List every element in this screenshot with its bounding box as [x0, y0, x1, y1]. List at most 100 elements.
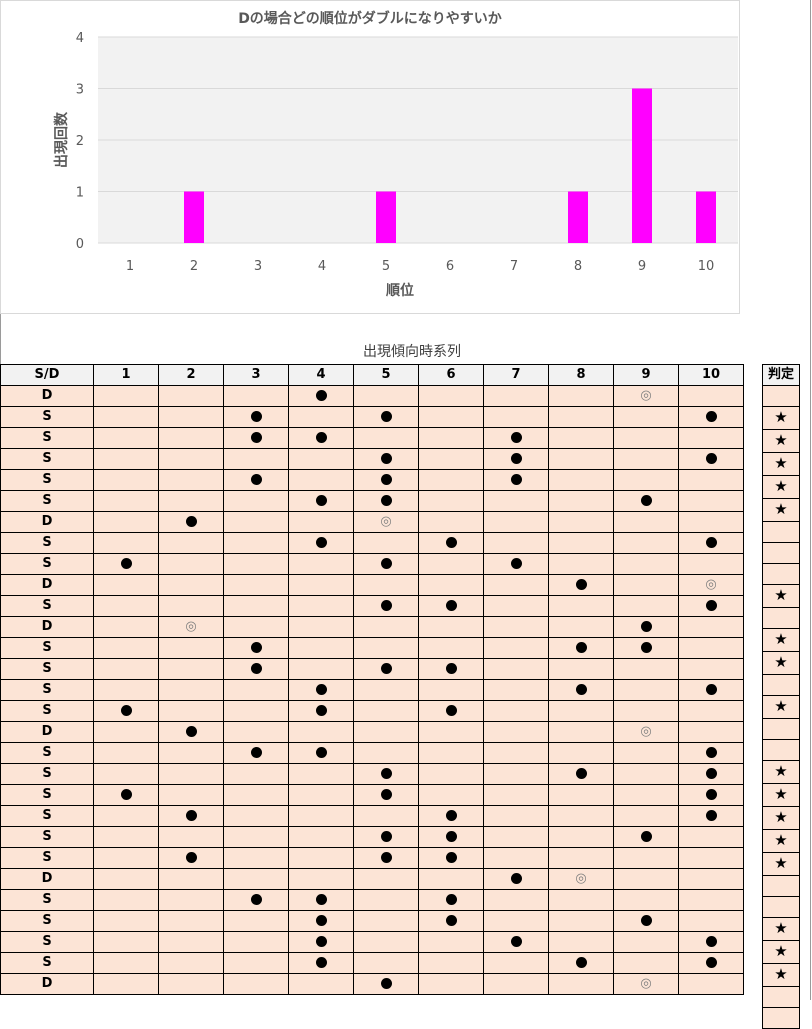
dot-mark: [250, 432, 262, 443]
rank-cell: [288, 826, 354, 848]
bar: [376, 191, 396, 243]
judge-cell: [762, 875, 800, 897]
rank-cell: [93, 679, 159, 701]
dot-mark: [640, 915, 652, 926]
rank-cell: [613, 742, 679, 764]
dot-mark: [445, 915, 457, 926]
rank-cell: [678, 427, 744, 449]
table-row: S: [0, 553, 744, 575]
sd-cell: S: [0, 553, 94, 575]
sd-cell: S: [0, 658, 94, 680]
rank-cell: [93, 658, 159, 680]
dot-mark: [705, 789, 717, 800]
rank-cell: [158, 658, 224, 680]
rank-cell: [483, 637, 549, 659]
rank-cell: [158, 763, 224, 785]
rank-cell: [353, 847, 419, 869]
rank-cell: [223, 532, 289, 554]
rank-cell: [678, 553, 744, 575]
rank-cell: [288, 952, 354, 974]
dot-mark: [445, 852, 457, 863]
judge-row: ★: [762, 584, 800, 608]
rank-cell: [353, 868, 419, 890]
judge-row: ★: [762, 806, 800, 830]
rank-cell: [158, 679, 224, 701]
judge-row: [762, 542, 800, 564]
judge-row: ★: [762, 628, 800, 652]
rank-cell: [613, 406, 679, 428]
rank-cell: [93, 637, 159, 659]
rank-cell: [353, 595, 419, 617]
rank-cell: [548, 595, 614, 617]
rank-cell: [548, 973, 614, 995]
rank-cell: [678, 679, 744, 701]
judge-row: [762, 1007, 800, 1029]
rank-cell: [93, 511, 159, 533]
judge-row: ★: [762, 452, 800, 476]
rank-cell: [288, 763, 354, 785]
rank-cell: [288, 889, 354, 911]
rank-cell: [93, 406, 159, 428]
star-mark: ★: [774, 586, 788, 604]
rank-cell: [483, 700, 549, 722]
rank-cell: [548, 448, 614, 470]
rank-cell: [613, 595, 679, 617]
dot-mark: [380, 831, 392, 842]
judge-cell: [762, 542, 800, 564]
rank-cell: [223, 700, 289, 722]
rank-cell: ◎: [613, 973, 679, 995]
table-row: S: [0, 700, 744, 722]
rank-cell: [548, 784, 614, 806]
rank-cell: [548, 931, 614, 953]
table-row: S: [0, 763, 744, 785]
rank-cell: [353, 889, 419, 911]
x-tick-label: 4: [318, 259, 326, 274]
judge-cell: ★: [762, 806, 800, 830]
rank-cell: [288, 637, 354, 659]
rank-cell: [93, 427, 159, 449]
rank-cell: [158, 952, 224, 974]
rank-cell: [223, 679, 289, 701]
dot-mark: [315, 957, 327, 968]
judge-cell: ★: [762, 498, 800, 522]
table-row: S: [0, 469, 744, 491]
appearance-table: S/D 1 2 3 4 5 6 7 8 9 10 D ◎ S S S S S D ◎ S S D ◎ S D ◎ S S S S D ◎ S S S…: [0, 364, 744, 995]
rank-cell: [223, 868, 289, 890]
judge-row: [762, 875, 800, 897]
rank-cell: [613, 532, 679, 554]
judge-cell: ★: [762, 628, 800, 652]
rank-cell: [483, 574, 549, 596]
rank-cell: [418, 952, 484, 974]
rank-cell: [548, 469, 614, 491]
rank-cell: [548, 700, 614, 722]
rank-cell: [353, 406, 419, 428]
dot-mark: [315, 390, 327, 401]
rank-cell: [483, 805, 549, 827]
judge-cell: ★: [762, 829, 800, 853]
judge-row: [762, 385, 800, 407]
rank-cell: [418, 616, 484, 638]
rank-cell: [418, 931, 484, 953]
rank-cell: [93, 385, 159, 407]
sd-cell: S: [0, 931, 94, 953]
table-row: D ◎: [0, 721, 744, 743]
rank-cell: [93, 469, 159, 491]
judge-cell: [762, 607, 800, 629]
rank-cell: [548, 721, 614, 743]
rank-cell: [613, 931, 679, 953]
dot-mark: [315, 936, 327, 947]
rank-cell: [678, 700, 744, 722]
dot-mark: [315, 495, 327, 506]
rank-cell: [548, 952, 614, 974]
rank-header-5: 5: [353, 364, 419, 386]
rank-cell: [353, 658, 419, 680]
judge-cell: ★: [762, 475, 800, 499]
star-mark: ★: [774, 697, 788, 715]
rank-cell: [158, 448, 224, 470]
dot-mark: [705, 747, 717, 758]
rank-cell: [613, 868, 679, 890]
rank-cell: [548, 490, 614, 512]
rank-cell: [223, 553, 289, 575]
rank-cell: [353, 469, 419, 491]
rank-cell: [353, 805, 419, 827]
